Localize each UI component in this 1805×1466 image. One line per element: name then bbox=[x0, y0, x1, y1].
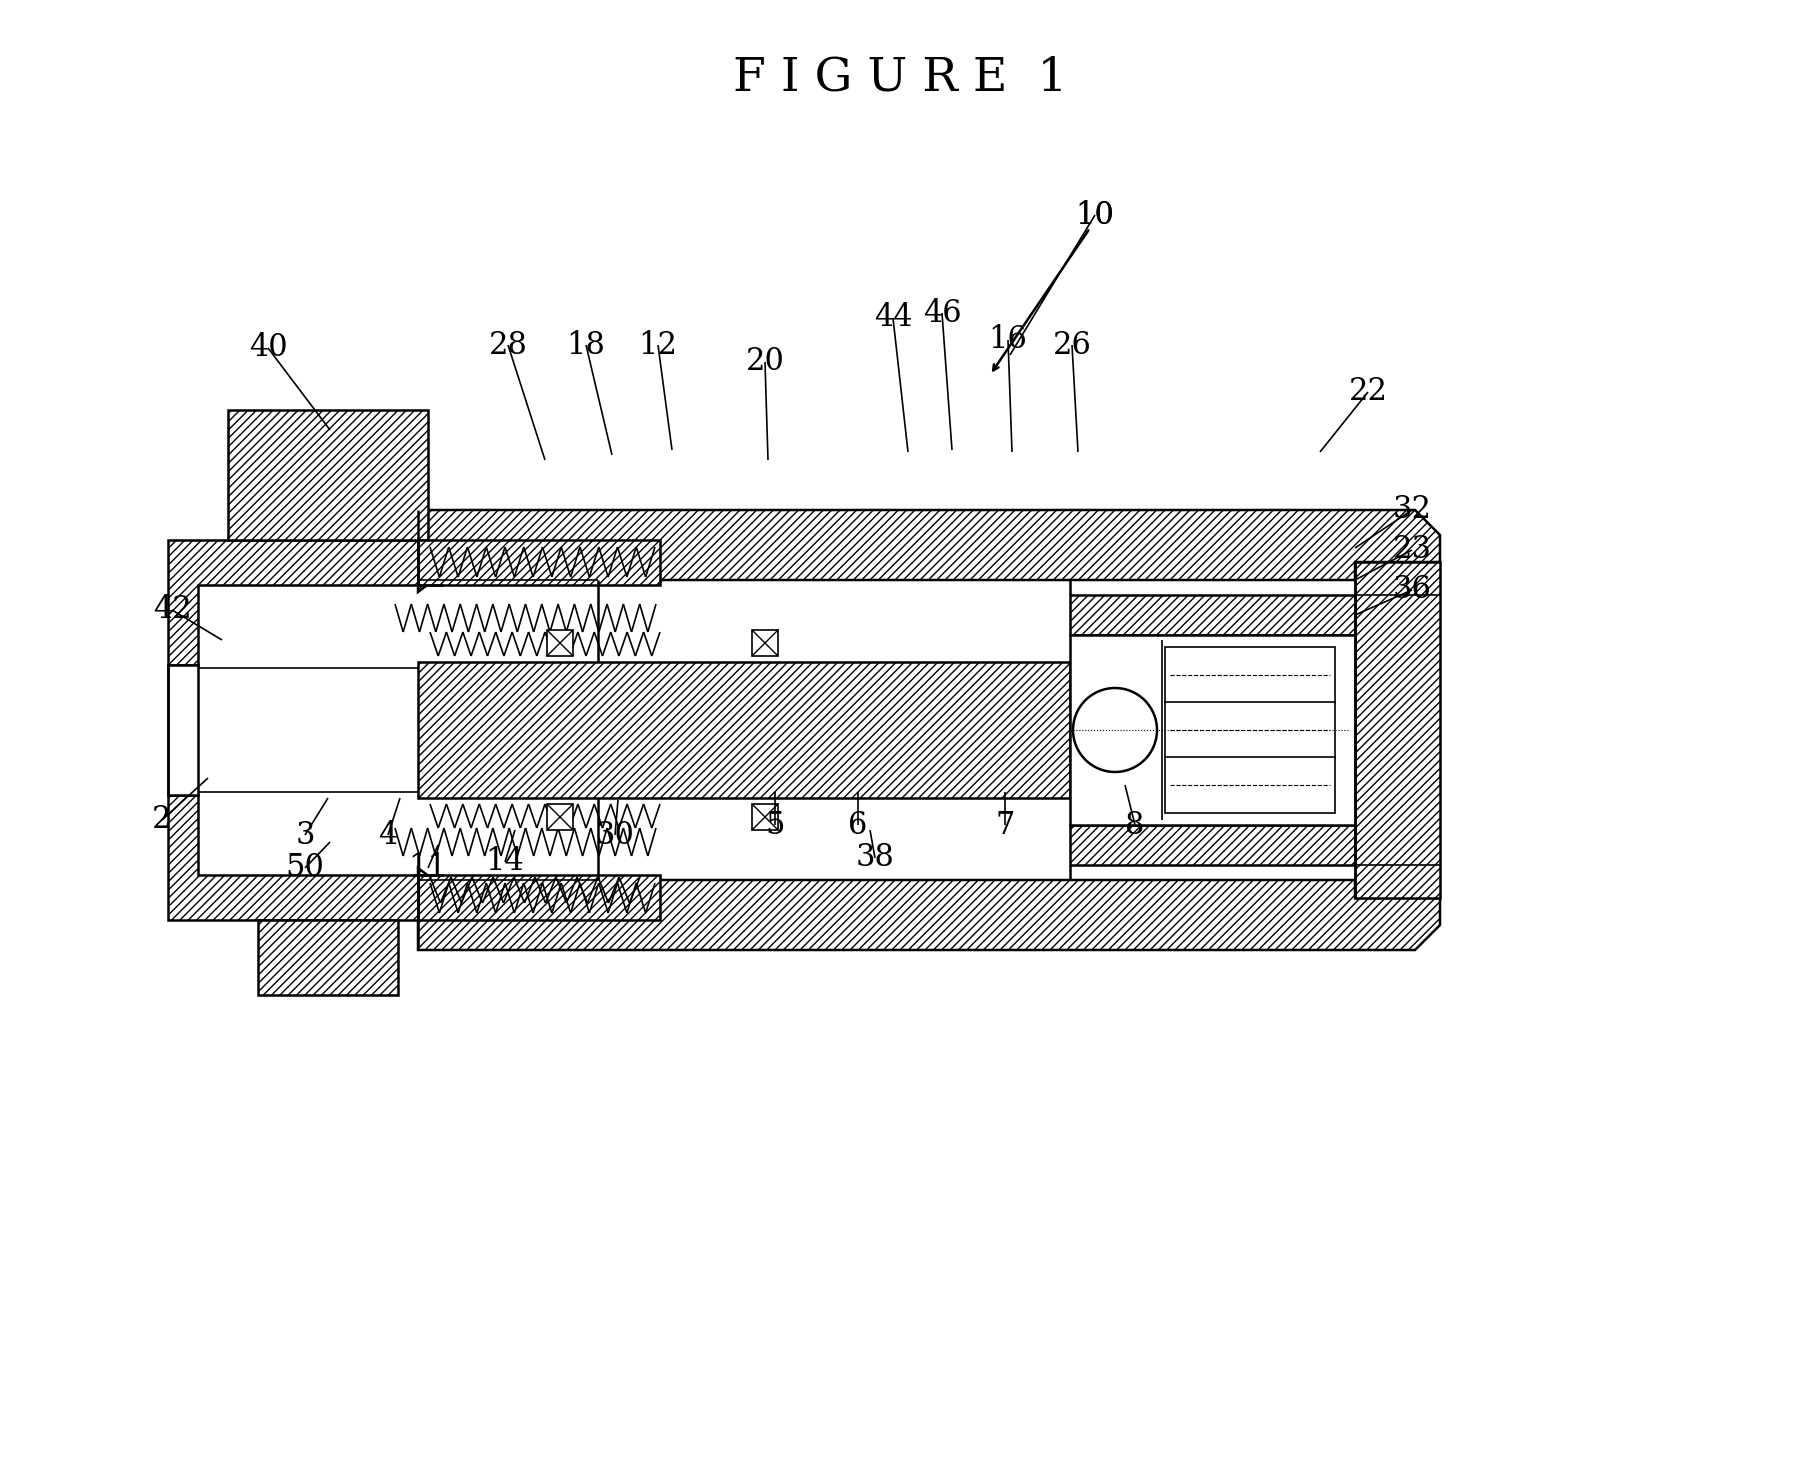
Text: 6: 6 bbox=[848, 809, 868, 840]
Bar bbox=[1164, 756, 1336, 814]
Text: 18: 18 bbox=[567, 330, 605, 361]
Text: 14: 14 bbox=[486, 846, 525, 878]
Bar bbox=[547, 803, 572, 830]
Text: 38: 38 bbox=[856, 843, 895, 874]
Text: 44: 44 bbox=[874, 302, 912, 333]
Polygon shape bbox=[419, 875, 661, 921]
Text: 7: 7 bbox=[995, 809, 1014, 840]
Polygon shape bbox=[258, 921, 397, 995]
Bar bbox=[1070, 635, 1356, 825]
Text: 40: 40 bbox=[249, 333, 287, 364]
Text: 46: 46 bbox=[922, 298, 962, 328]
Text: 5: 5 bbox=[765, 809, 785, 840]
Text: 26: 26 bbox=[1052, 330, 1092, 361]
Bar bbox=[753, 803, 778, 830]
Bar bbox=[1164, 647, 1336, 704]
Polygon shape bbox=[419, 510, 1440, 592]
Text: F I G U R E  1: F I G U R E 1 bbox=[733, 56, 1067, 101]
Text: 42: 42 bbox=[153, 595, 191, 626]
Circle shape bbox=[1072, 688, 1157, 773]
Polygon shape bbox=[419, 663, 1070, 798]
Text: 36: 36 bbox=[1393, 575, 1431, 605]
Polygon shape bbox=[168, 795, 419, 921]
Polygon shape bbox=[419, 868, 1440, 950]
Text: 12: 12 bbox=[639, 330, 677, 361]
Text: 3: 3 bbox=[296, 819, 314, 850]
Text: 2: 2 bbox=[152, 805, 171, 836]
Text: 20: 20 bbox=[745, 346, 785, 378]
Polygon shape bbox=[168, 539, 419, 666]
Text: 32: 32 bbox=[1392, 494, 1431, 525]
Text: 10: 10 bbox=[1076, 199, 1114, 230]
Polygon shape bbox=[1356, 561, 1440, 899]
Polygon shape bbox=[1070, 825, 1356, 865]
Text: 23: 23 bbox=[1392, 535, 1431, 566]
Polygon shape bbox=[1070, 595, 1356, 635]
Text: 10: 10 bbox=[1076, 199, 1114, 230]
Polygon shape bbox=[419, 539, 661, 585]
Text: 50: 50 bbox=[285, 853, 325, 884]
Bar bbox=[1164, 702, 1336, 758]
Text: 28: 28 bbox=[489, 330, 527, 361]
Text: 16: 16 bbox=[989, 324, 1027, 355]
Bar bbox=[547, 630, 572, 655]
Text: 8: 8 bbox=[1125, 809, 1144, 840]
Text: 4: 4 bbox=[379, 819, 397, 850]
Text: 30: 30 bbox=[596, 819, 634, 850]
Text: 22: 22 bbox=[1348, 377, 1388, 408]
Bar bbox=[168, 666, 199, 795]
Polygon shape bbox=[227, 410, 428, 539]
Text: 11: 11 bbox=[408, 853, 448, 884]
Bar bbox=[753, 630, 778, 655]
